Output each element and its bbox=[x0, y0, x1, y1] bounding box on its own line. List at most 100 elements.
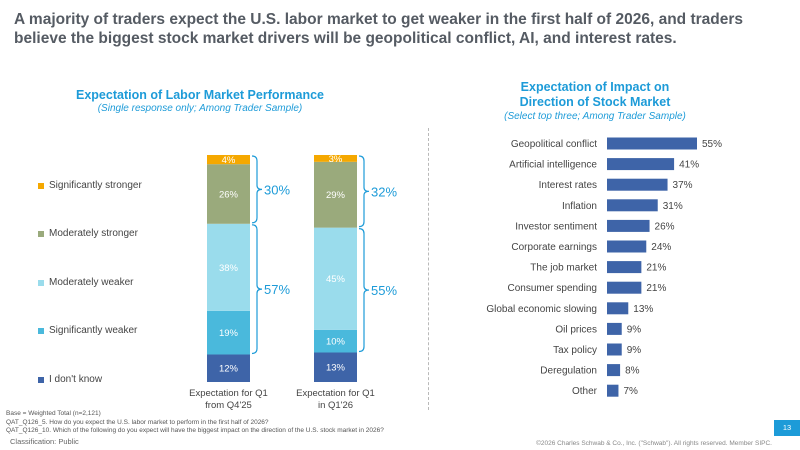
bracket bbox=[251, 155, 263, 224]
right-chart-title: Expectation of Impact on Direction of St… bbox=[470, 80, 720, 110]
legend-label: I don't know bbox=[49, 374, 103, 385]
stronger-total-label: 30% bbox=[264, 182, 290, 197]
category-label: The job market bbox=[530, 263, 597, 274]
legend-label: Significantly weaker bbox=[49, 325, 138, 336]
bar bbox=[607, 199, 658, 212]
footnote-q5: QAT_Q126_5. How do you expect the U.S. l… bbox=[6, 418, 269, 426]
value-label: 9% bbox=[627, 324, 642, 335]
data-label: 45% bbox=[326, 274, 346, 285]
stronger-total-label: 32% bbox=[371, 184, 397, 199]
bar-segment bbox=[207, 310, 250, 355]
value-label: 7% bbox=[623, 386, 638, 397]
bar bbox=[607, 158, 675, 171]
legend-label: Moderately stronger bbox=[49, 228, 138, 239]
left-chart-subtitle: (Single response only; Among Trader Samp… bbox=[97, 103, 303, 114]
legend-swatch bbox=[38, 376, 44, 383]
category-label: Artificial intelligence bbox=[509, 160, 597, 171]
chart-divider bbox=[428, 128, 429, 410]
category-label: Investor sentiment bbox=[515, 221, 597, 232]
value-label: 9% bbox=[627, 345, 642, 356]
legend-item: Moderately stronger bbox=[38, 228, 138, 239]
legend-item: I don't know bbox=[38, 374, 102, 385]
left-chart-title: Expectation of Labor Market Performance bbox=[76, 88, 324, 102]
data-label: 38% bbox=[219, 263, 239, 274]
value-label: 26% bbox=[655, 221, 675, 232]
classification-label: Classification: Public bbox=[10, 437, 79, 446]
data-label: 3% bbox=[329, 154, 343, 165]
legend-swatch bbox=[38, 230, 44, 237]
bar bbox=[607, 240, 647, 253]
category-label: Deregulation bbox=[540, 366, 597, 377]
value-label: 13% bbox=[633, 304, 653, 315]
data-label: 4% bbox=[222, 155, 236, 166]
category-label: Other bbox=[572, 386, 598, 397]
category-label: Expectation for Q1 bbox=[296, 388, 375, 399]
bar bbox=[607, 281, 642, 294]
page-number: 13 bbox=[774, 420, 800, 436]
category-label: from Q4'25 bbox=[205, 400, 252, 410]
value-label: 21% bbox=[646, 263, 666, 274]
right-chart-title-line-2: Direction of Stock Market bbox=[519, 95, 671, 109]
footnote-q10: QAT_Q126_10. Which of the following do y… bbox=[6, 427, 384, 434]
legend-item: Significantly stronger bbox=[38, 180, 142, 191]
value-label: 31% bbox=[663, 201, 683, 212]
bar bbox=[607, 261, 642, 274]
bar-segment bbox=[207, 354, 250, 382]
stock-market-impact-bar-chart: Geopolitical conflict 55% Artificial intel… bbox=[486, 137, 722, 397]
category-label: Corporate earnings bbox=[511, 242, 597, 253]
value-label: 41% bbox=[679, 160, 699, 171]
category-label: Geopolitical conflict bbox=[511, 139, 597, 150]
bar bbox=[607, 343, 622, 356]
bar-segment bbox=[207, 155, 250, 165]
bar bbox=[607, 219, 650, 232]
bar-segment bbox=[207, 223, 250, 311]
weaker-total-label: 55% bbox=[371, 283, 397, 298]
bracket bbox=[251, 224, 263, 355]
copyright-notice: ©2026 Charles Schwab & Co., Inc. ("Schwa… bbox=[536, 440, 772, 447]
legend-label: Moderately weaker bbox=[49, 277, 134, 288]
value-label: 24% bbox=[651, 242, 671, 253]
bar-segment bbox=[314, 352, 357, 382]
bar-segment bbox=[314, 155, 357, 162]
footnote-base: Base = Weighted Total (n=2,121) bbox=[6, 410, 101, 417]
legend-swatch bbox=[38, 182, 44, 189]
category-label: Interest rates bbox=[539, 180, 597, 191]
value-label: 21% bbox=[646, 283, 666, 294]
category-label: in Q1'26 bbox=[318, 400, 353, 410]
footnotes: Base = Weighted Total (n=2,121) QAT_Q126… bbox=[6, 410, 384, 436]
category-label: Expectation for Q1 bbox=[189, 388, 268, 399]
bar bbox=[607, 364, 621, 377]
category-label: Consumer spending bbox=[508, 283, 598, 294]
value-label: 55% bbox=[702, 139, 722, 150]
right-chart-title-line-1: Expectation of Impact on bbox=[520, 80, 670, 94]
value-label: 8% bbox=[625, 366, 640, 377]
legend-swatch bbox=[38, 279, 44, 286]
category-label: Global economic slowing bbox=[486, 304, 597, 315]
weaker-total-label: 57% bbox=[264, 282, 290, 297]
bar bbox=[607, 322, 622, 335]
right-chart-subtitle: (Select top three; Among Trader Sample) bbox=[504, 111, 686, 122]
data-label: 26% bbox=[219, 189, 239, 200]
bar-segment bbox=[314, 161, 357, 228]
legend-label: Significantly stronger bbox=[49, 180, 142, 191]
data-label: 29% bbox=[326, 190, 346, 201]
bar-segment bbox=[314, 329, 357, 353]
bracket bbox=[358, 155, 370, 228]
bar bbox=[607, 137, 697, 150]
legend-item: Moderately weaker bbox=[38, 277, 133, 288]
bar-segment bbox=[314, 227, 357, 330]
legend-item: Significantly weaker bbox=[38, 325, 137, 336]
bar bbox=[607, 384, 619, 397]
data-label: 10% bbox=[326, 337, 346, 348]
category-label: Tax policy bbox=[553, 345, 597, 356]
data-label: 12% bbox=[219, 364, 239, 375]
legend-swatch bbox=[38, 327, 44, 334]
category-label: Oil prices bbox=[555, 324, 597, 335]
data-label: 13% bbox=[326, 363, 346, 374]
category-label: Inflation bbox=[562, 201, 597, 212]
headline: A majority of traders expect the U.S. la… bbox=[14, 11, 743, 47]
bar-segment bbox=[207, 164, 250, 224]
bracket bbox=[358, 228, 370, 353]
data-label: 19% bbox=[219, 328, 239, 339]
